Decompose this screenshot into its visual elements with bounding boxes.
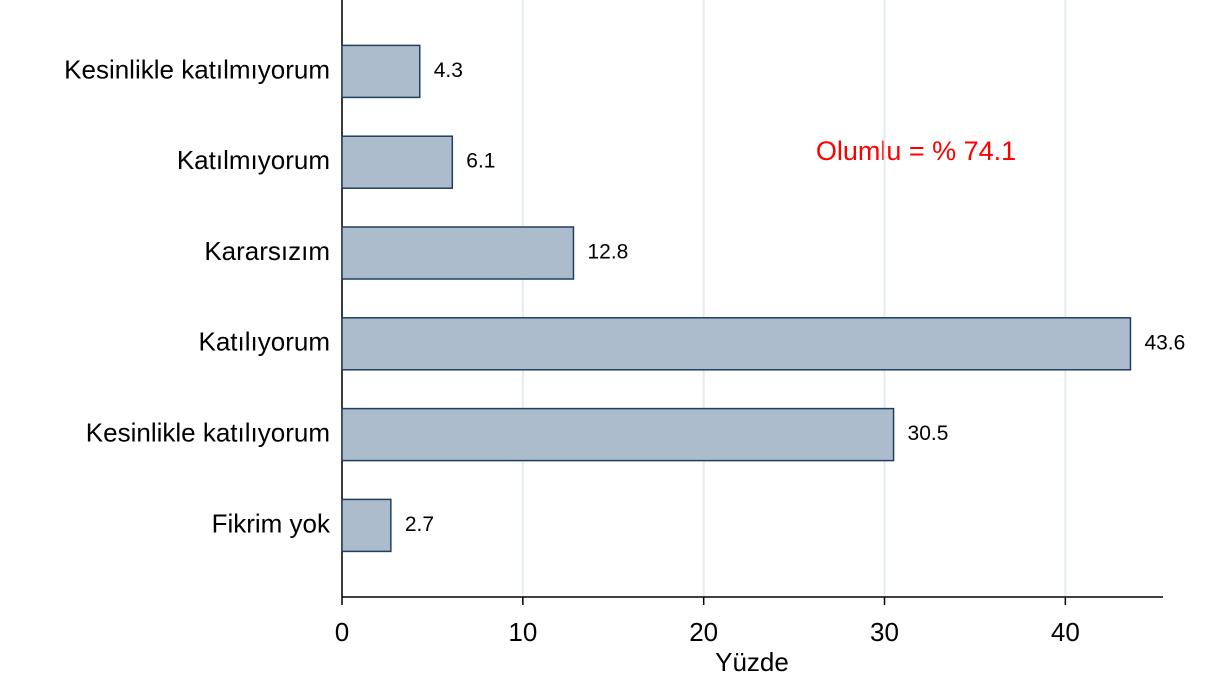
x-axis-title: Yüzde xyxy=(715,647,789,677)
bar xyxy=(341,317,1132,371)
x-tick-label: 0 xyxy=(335,617,349,647)
bar xyxy=(341,226,575,280)
data-label: 2.7 xyxy=(405,513,434,536)
data-label: 6.1 xyxy=(466,150,495,173)
y-tick-label: Kesinlikle katılmıyorum xyxy=(64,54,330,84)
data-label: 30.5 xyxy=(908,422,949,445)
x-tick-label: 30 xyxy=(870,617,899,647)
bar xyxy=(341,44,421,99)
y-tick-label: Kesinlikle katılıyorum xyxy=(86,417,330,447)
data-label: 43.6 xyxy=(1144,331,1185,354)
x-tick-label: 40 xyxy=(1051,617,1080,647)
bar xyxy=(341,135,454,189)
bar xyxy=(341,498,392,553)
y-tick-label: Kararsızım xyxy=(204,236,330,266)
data-label: 12.8 xyxy=(587,241,628,264)
y-tick-label: Katılmıyorum xyxy=(177,145,330,175)
x-tick-label: 10 xyxy=(508,617,537,647)
y-tick-label: Fikrim yok xyxy=(212,508,331,538)
data-label: 4.3 xyxy=(434,59,463,82)
x-tick-label: 20 xyxy=(689,617,718,647)
y-tick-label: Katılıyorum xyxy=(199,327,331,357)
annotation: Olumlu = % 74.1 xyxy=(816,136,1016,166)
bar xyxy=(341,407,895,462)
